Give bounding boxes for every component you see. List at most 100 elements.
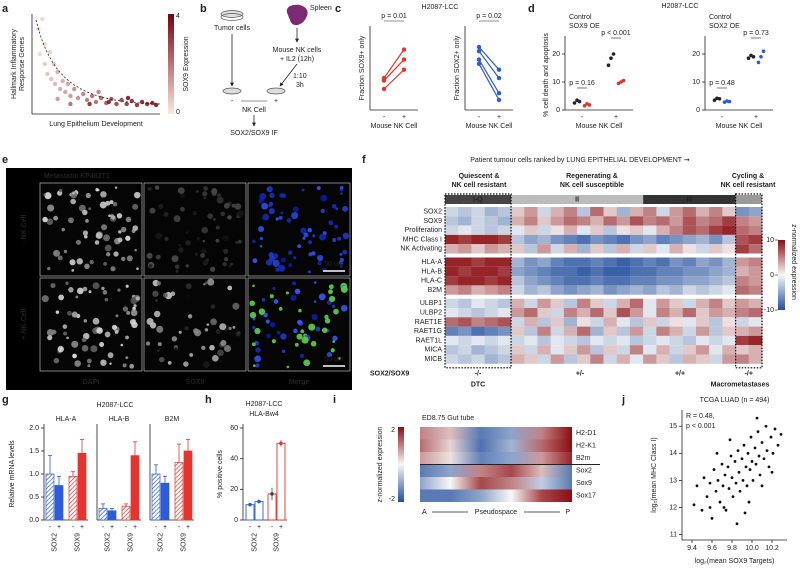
- nucleus: [83, 234, 88, 239]
- step-label: Tumor cells: [214, 25, 250, 32]
- nucleus: [183, 361, 189, 367]
- nucleus: [106, 252, 111, 257]
- nucleus: [147, 186, 152, 191]
- nucleus: [271, 339, 276, 344]
- sample-point: [744, 465, 748, 469]
- heat-cell: [445, 234, 459, 245]
- nucleus: [104, 331, 111, 338]
- nucleus: [318, 293, 326, 301]
- heat-cell: [590, 244, 604, 254]
- pair-line: [478, 50, 500, 79]
- heat-cell: [563, 308, 578, 318]
- heat-cell: [616, 285, 631, 295]
- nucleus: [196, 189, 199, 193]
- nucleus: [249, 311, 257, 319]
- axis-title: Relative mRNA levels: [9, 440, 16, 508]
- nucleus: [104, 244, 112, 252]
- y-tick-label: 20: [230, 486, 238, 493]
- panel-title: H2087-LCC: [662, 3, 699, 10]
- sample-point: [769, 435, 773, 439]
- nucleus: [82, 230, 89, 236]
- heat-cell: [709, 285, 723, 295]
- nucleus: [298, 308, 302, 313]
- heat-cell: [735, 207, 750, 217]
- heat-cell: [735, 266, 750, 277]
- nucleus: [125, 335, 129, 340]
- step-label: -: [231, 98, 234, 105]
- heat-cell: [537, 266, 551, 277]
- y-tick-label: 13: [669, 477, 677, 484]
- nucleus: [326, 351, 333, 358]
- nucleus: [228, 326, 232, 330]
- group-label: SOX2: [251, 533, 258, 552]
- heat-cell: [643, 317, 657, 327]
- nucleus: [235, 240, 239, 244]
- x-tick-label: -: [478, 114, 481, 121]
- heat-cell: [643, 207, 657, 217]
- heat-cell: [590, 266, 604, 277]
- x-tick-label: -: [721, 114, 724, 121]
- nucleus: [196, 237, 200, 241]
- heat-cell: [458, 244, 472, 254]
- heat-cell: [616, 244, 631, 254]
- nucleus: [178, 243, 182, 247]
- colorbar-tick: 4: [176, 13, 180, 20]
- nucleus: [162, 292, 168, 298]
- heat-cell: [497, 308, 512, 318]
- axis-title: % cell death and apoptosis: [543, 33, 550, 117]
- heat-cell: [445, 308, 459, 318]
- nucleus: [320, 208, 325, 214]
- row-label: B2M: [428, 287, 443, 294]
- nucleus: [88, 290, 92, 294]
- axis-end: P: [565, 509, 570, 516]
- axis-title: % positive cells: [217, 450, 224, 498]
- heat-cell: [629, 285, 644, 295]
- nucleus: [333, 308, 339, 315]
- heat-cell: [511, 308, 525, 318]
- axis-title: Hallmark Inflammatory: [11, 28, 18, 99]
- heat-cell: [748, 285, 763, 295]
- sample-point: [756, 430, 760, 434]
- heat-cell: [445, 225, 459, 235]
- heat-cell: [563, 216, 578, 226]
- nucleus: [332, 340, 335, 343]
- nucleus: [234, 203, 242, 210]
- nucleus: [174, 264, 180, 270]
- heat-cell: [695, 244, 710, 254]
- heat-cell: [458, 225, 472, 235]
- bar: [183, 450, 193, 521]
- nucleus: [111, 324, 118, 330]
- pair-point: [476, 49, 482, 54]
- heat-cell: [709, 216, 723, 226]
- nucleus: [187, 314, 193, 319]
- heat-cell: [590, 276, 604, 286]
- nucleus: [307, 270, 311, 274]
- nucleus: [200, 253, 205, 258]
- panel-title: H2087-LCC: [246, 401, 283, 408]
- nucleus: [171, 255, 179, 263]
- heat-cell: [577, 317, 591, 327]
- sample-point: [762, 457, 766, 461]
- nucleus: [114, 330, 119, 334]
- heat-cell: [577, 285, 591, 295]
- sample-point: [700, 508, 704, 512]
- heat-cell: [537, 276, 551, 286]
- row-label: Sox2: [576, 468, 592, 475]
- nucleus: [113, 251, 119, 257]
- heat-cell: [537, 326, 551, 336]
- nucleus: [303, 359, 311, 367]
- nucleus: [342, 232, 350, 240]
- heat-cell: [682, 345, 697, 355]
- heat-cell: [748, 234, 763, 245]
- heat-cell: [524, 308, 538, 318]
- y-tick-label: 10: [692, 79, 700, 86]
- heat-cell: [629, 207, 644, 217]
- nucleus: [216, 196, 224, 204]
- colorbar-tick: 2: [391, 427, 395, 434]
- image-title: Metastatic KP482T1: [44, 173, 110, 180]
- nucleus: [252, 325, 256, 330]
- cell-point: [81, 91, 86, 97]
- nucleus: [255, 363, 260, 368]
- heat-cell: [577, 216, 591, 226]
